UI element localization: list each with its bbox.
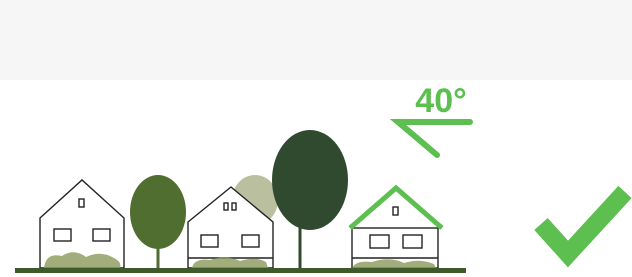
angle-label: 40° — [415, 82, 466, 120]
top-band — [0, 0, 632, 80]
angle-symbol — [398, 122, 470, 155]
illustration: 40° — [0, 0, 632, 277]
tree — [272, 130, 348, 230]
check-mark — [541, 192, 625, 254]
tree — [130, 175, 186, 249]
ground — [15, 268, 466, 273]
